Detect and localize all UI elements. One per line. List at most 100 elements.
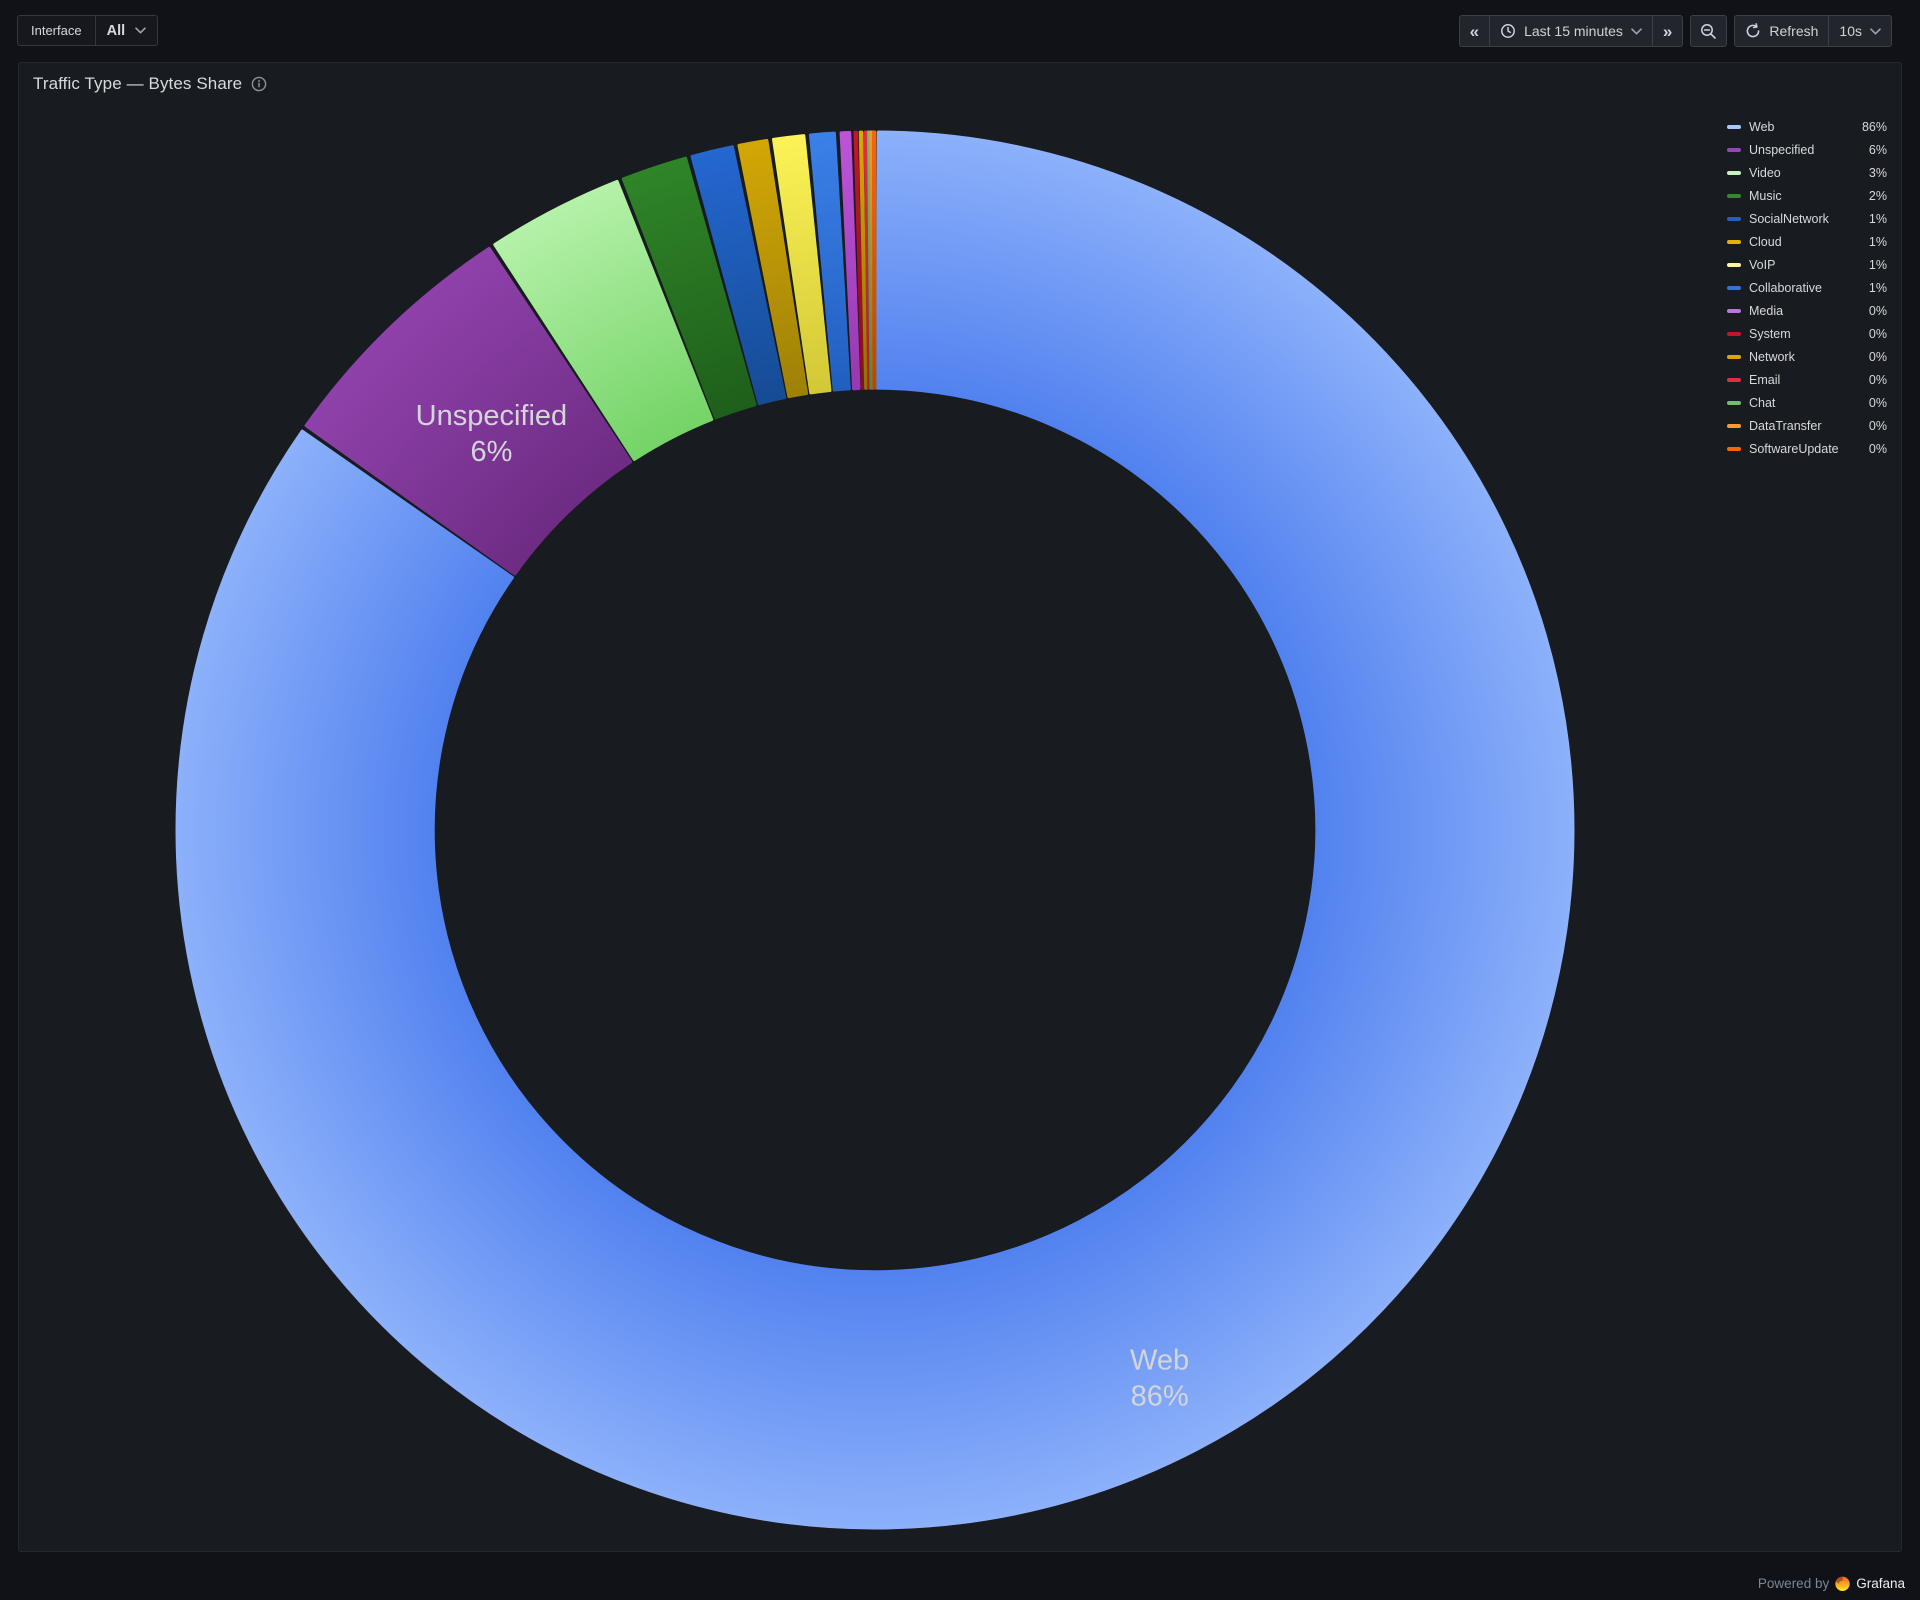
pie-label-unspecified-pct: 6% (470, 436, 512, 468)
legend-marker-collaborative (1727, 285, 1741, 290)
legend-item-chat[interactable]: Chat 0% (1727, 391, 1887, 414)
chevron-down-icon (1870, 27, 1881, 34)
legend-marker-video (1727, 170, 1741, 175)
interface-variable-picker[interactable]: Interface All (17, 15, 159, 46)
clock-icon (1501, 24, 1516, 38)
grafana-brand-text[interactable]: Grafana (1856, 1575, 1905, 1591)
legend-label: Chat (1749, 395, 1776, 410)
time-shift-forward-button[interactable]: » (1651, 16, 1682, 46)
refresh-button[interactable]: Refresh (1735, 16, 1828, 46)
legend-label: Cloud (1749, 234, 1782, 249)
legend-marker-music (1727, 193, 1741, 198)
legend-label: Network (1749, 349, 1795, 364)
chevrons-left-icon: « (1469, 21, 1480, 41)
magnifier-minus-icon (1701, 23, 1717, 39)
legend-value: 0% (1868, 349, 1887, 364)
legend-label: SocialNetwork (1749, 211, 1829, 226)
variable-value-dropdown[interactable]: All (96, 16, 158, 45)
legend-value: 86% (1861, 119, 1887, 134)
legend-item-network[interactable]: Network 0% (1727, 345, 1887, 368)
legend-marker-softwareupdate (1727, 446, 1741, 451)
legend-item-email[interactable]: Email 0% (1727, 368, 1887, 391)
chevrons-right-icon: » (1662, 21, 1673, 41)
zoom-out-button[interactable] (1690, 15, 1728, 47)
legend-marker-email (1727, 377, 1741, 382)
info-icon[interactable] (251, 76, 267, 92)
time-shift-back-button[interactable]: « (1460, 16, 1489, 46)
legend-item-datatransfer[interactable]: DataTransfer 0% (1727, 414, 1887, 437)
pie-slice-video[interactable] (493, 179, 714, 461)
chevron-down-icon (135, 27, 146, 34)
legend-item-socialnetwork[interactable]: SocialNetwork 1% (1727, 207, 1887, 230)
top-bar: Interface All « Last 15 minutes » (0, 0, 1920, 56)
pie-slice-collaborative[interactable] (809, 131, 851, 392)
refresh-interval-value: 10s (1839, 23, 1862, 39)
panel-traffic-type-bytes-share: Web 86% Unspecified 6% Traffic Type — Bytes… (18, 62, 1902, 1552)
legend-value: 6% (1868, 142, 1887, 157)
legend-label: Music (1749, 188, 1782, 203)
legend-marker-cloud (1727, 239, 1741, 244)
pie-slice-network[interactable] (858, 130, 869, 390)
panel-header[interactable]: Traffic Type — Bytes Share (19, 63, 1901, 105)
refresh-group: Refresh 10s (1734, 15, 1892, 47)
legend-item-collaborative[interactable]: Collaborative 1% (1727, 276, 1887, 299)
legend-item-media[interactable]: Media 0% (1727, 299, 1887, 322)
legend-value: 0% (1868, 326, 1887, 341)
time-toolbar: « Last 15 minutes » Refresh 10s (1458, 15, 1892, 47)
legend-marker-datatransfer (1727, 423, 1741, 428)
pie-label-web: Web (1130, 1344, 1189, 1376)
pie-slice-unspecified[interactable] (304, 246, 633, 576)
legend-label: SoftwareUpdate (1749, 441, 1839, 456)
legend-label: DataTransfer (1749, 418, 1822, 433)
pie-slice-web[interactable] (175, 130, 1575, 1530)
pie-slice-softwareupdate[interactable] (871, 130, 877, 390)
pie-slice-music[interactable] (621, 156, 757, 420)
refresh-label: Refresh (1769, 23, 1819, 39)
legend-value: 1% (1868, 257, 1887, 272)
panel-title: Traffic Type — Bytes Share (33, 74, 243, 93)
legend-item-voip[interactable]: VoIP 1% (1727, 253, 1887, 276)
legend-label: Email (1749, 372, 1781, 387)
legend-label: System (1749, 326, 1791, 341)
refresh-interval-dropdown[interactable]: 10s (1828, 16, 1891, 46)
legend-marker-chat (1727, 400, 1741, 405)
legend-item-music[interactable]: Music 2% (1727, 184, 1887, 207)
pie-slice-voip[interactable] (772, 134, 832, 395)
chart-legend: Web 86% Unspecified 6% Video 3% Music 2% SocialN… (1727, 115, 1887, 460)
time-range-picker-button[interactable]: Last 15 minutes (1489, 16, 1652, 46)
legend-item-cloud[interactable]: Cloud 1% (1727, 230, 1887, 253)
pie-slice-socialnetwork[interactable] (690, 145, 787, 406)
legend-value: 3% (1868, 165, 1887, 180)
pie-slice-media[interactable] (839, 130, 861, 391)
legend-label: Unspecified (1749, 142, 1815, 157)
legend-value: 0% (1868, 441, 1887, 456)
pie-slice-system[interactable] (853, 130, 865, 390)
variable-label: Interface (18, 16, 96, 45)
variable-value: All (106, 22, 126, 39)
legend-marker-socialnetwork (1727, 216, 1741, 221)
legend-item-softwareupdate[interactable]: SoftwareUpdate 0% (1727, 437, 1887, 460)
legend-marker-system (1727, 331, 1741, 336)
chevron-down-icon (1631, 27, 1642, 34)
legend-marker-voip (1727, 262, 1741, 267)
legend-marker-unspecified (1727, 147, 1741, 152)
time-range-label: Last 15 minutes (1524, 23, 1623, 39)
legend-value: 0% (1868, 395, 1887, 410)
legend-item-web[interactable]: Web 86% (1727, 115, 1887, 138)
powered-by-text[interactable]: Powered by (1757, 1575, 1830, 1591)
legend-value: 0% (1868, 303, 1887, 318)
pie-label-web-pct: 86% (1131, 1380, 1189, 1412)
legend-label: VoIP (1749, 257, 1776, 272)
pie-label-unspecified: Unspecified (416, 400, 568, 432)
legend-item-unspecified[interactable]: Unspecified 6% (1727, 138, 1887, 161)
legend-label: Video (1749, 165, 1781, 180)
legend-item-system[interactable]: System 0% (1727, 322, 1887, 345)
legend-label: Media (1749, 303, 1784, 318)
time-range-group: « Last 15 minutes » (1458, 15, 1684, 47)
legend-value: 0% (1868, 418, 1887, 433)
legend-marker-network (1727, 354, 1741, 359)
legend-marker-web (1727, 124, 1741, 129)
grafana-logo-icon (1835, 1576, 1850, 1591)
pie-slice-cloud[interactable] (737, 138, 809, 399)
legend-item-video[interactable]: Video 3% (1727, 161, 1887, 184)
